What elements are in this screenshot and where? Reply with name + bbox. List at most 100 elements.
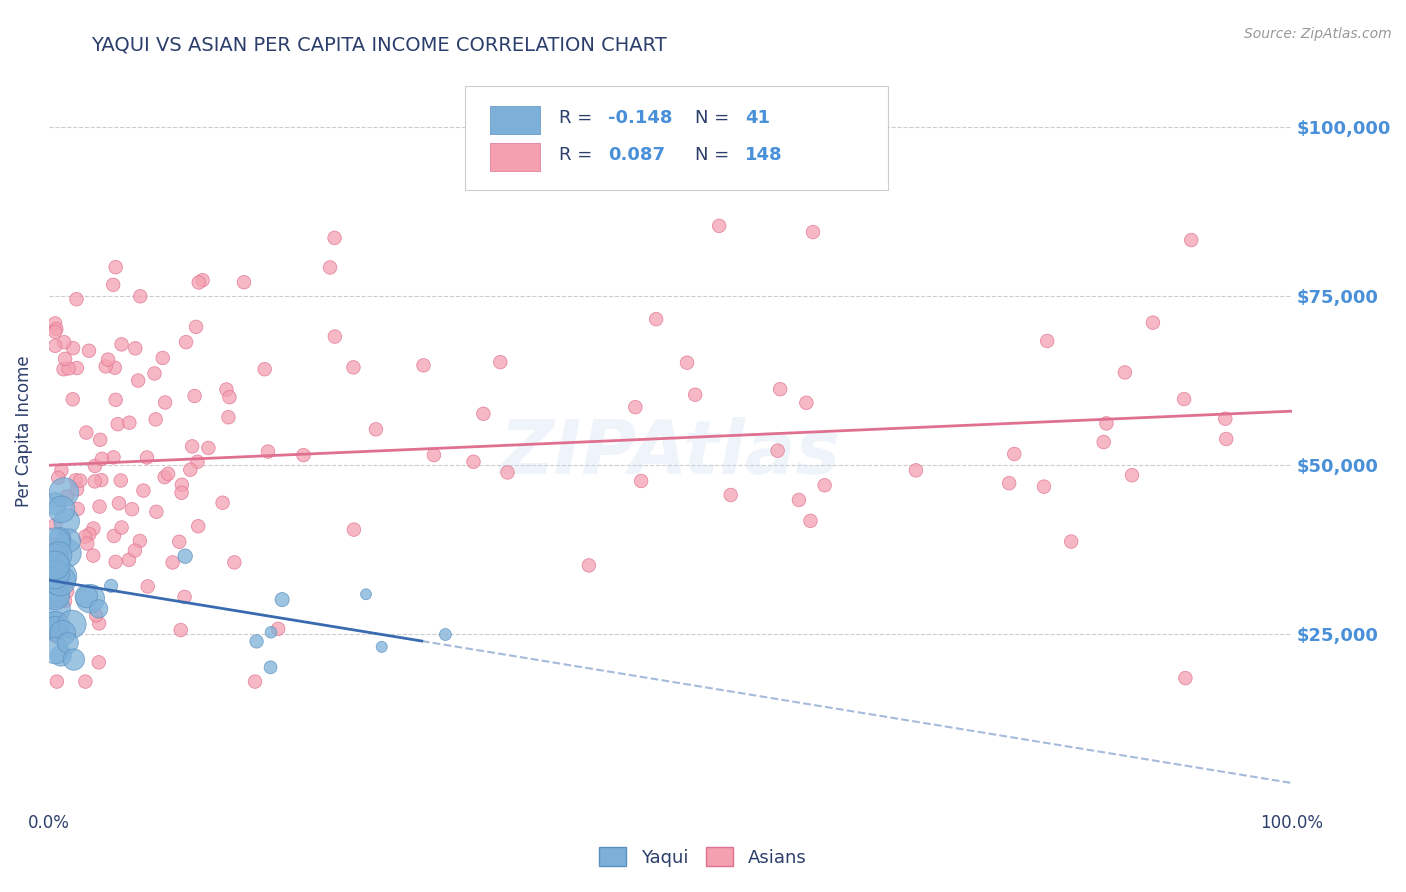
Point xyxy=(191,273,214,287)
Point xyxy=(45,537,67,551)
Point xyxy=(129,289,152,303)
Point xyxy=(1173,392,1195,406)
Point xyxy=(1114,366,1136,380)
Point xyxy=(707,219,730,233)
Point xyxy=(271,592,294,607)
Point xyxy=(364,422,387,436)
Point xyxy=(104,360,127,375)
Point xyxy=(53,594,76,608)
Point xyxy=(170,478,193,492)
FancyBboxPatch shape xyxy=(491,143,540,171)
Text: -0.148: -0.148 xyxy=(609,109,672,127)
Point xyxy=(66,502,89,516)
Point xyxy=(79,527,101,541)
Point xyxy=(79,591,101,606)
Point xyxy=(181,439,204,453)
Text: R =: R = xyxy=(558,145,598,164)
Point xyxy=(645,312,668,326)
Point xyxy=(44,621,66,635)
Point xyxy=(215,383,238,397)
Point xyxy=(103,529,125,543)
Point xyxy=(167,534,190,549)
Point xyxy=(45,674,67,689)
Point xyxy=(588,106,610,120)
Point xyxy=(720,488,742,502)
Point xyxy=(259,660,281,674)
Point xyxy=(124,342,146,356)
Point xyxy=(183,389,205,403)
Point xyxy=(101,277,124,292)
Point xyxy=(132,483,155,498)
Point xyxy=(187,519,209,533)
Point xyxy=(683,388,706,402)
Point xyxy=(44,619,66,633)
Point xyxy=(107,417,129,432)
Point xyxy=(257,444,280,458)
Point xyxy=(197,441,219,455)
Point xyxy=(624,400,647,414)
Point xyxy=(65,292,87,306)
Point xyxy=(143,367,166,381)
Point xyxy=(83,475,105,489)
Point xyxy=(87,602,110,616)
Point xyxy=(769,382,792,396)
Point xyxy=(45,601,67,615)
Point xyxy=(56,490,79,504)
Point xyxy=(170,485,193,500)
Point xyxy=(1180,233,1202,247)
Point xyxy=(104,260,127,275)
Point xyxy=(44,587,66,601)
Point xyxy=(75,674,97,689)
Point xyxy=(814,478,837,492)
Point xyxy=(108,496,131,510)
Point xyxy=(766,443,789,458)
Text: 0.087: 0.087 xyxy=(609,145,665,164)
Point xyxy=(243,674,266,689)
Text: N =: N = xyxy=(695,145,735,164)
Point xyxy=(100,579,122,593)
Legend: Yaqui, Asians: Yaqui, Asians xyxy=(592,840,814,874)
Point xyxy=(371,640,394,654)
Point xyxy=(63,652,86,666)
Point xyxy=(186,455,208,469)
Point xyxy=(217,410,239,425)
Point xyxy=(1095,417,1118,431)
Text: 41: 41 xyxy=(745,109,770,127)
Point xyxy=(53,335,76,350)
Point xyxy=(89,500,111,514)
Point xyxy=(104,392,127,407)
Point xyxy=(48,548,70,562)
Point xyxy=(44,550,66,565)
Point xyxy=(1060,534,1083,549)
Point xyxy=(44,567,66,582)
Point xyxy=(51,502,73,516)
Point xyxy=(423,448,446,462)
Point xyxy=(179,463,201,477)
Point xyxy=(323,231,346,245)
Point xyxy=(1092,435,1115,450)
Point xyxy=(44,575,66,590)
Point xyxy=(75,425,97,440)
FancyBboxPatch shape xyxy=(465,86,887,190)
Point xyxy=(496,466,519,480)
Point xyxy=(127,374,149,388)
Point xyxy=(1142,316,1164,330)
Point xyxy=(58,533,80,548)
Point xyxy=(44,517,66,532)
Point xyxy=(578,558,600,573)
Point xyxy=(44,317,66,331)
Text: Source: ZipAtlas.com: Source: ZipAtlas.com xyxy=(1244,27,1392,41)
FancyBboxPatch shape xyxy=(491,106,540,134)
Point xyxy=(224,555,246,569)
Point xyxy=(82,521,104,535)
Point xyxy=(87,616,110,631)
Point xyxy=(463,455,485,469)
Point xyxy=(489,355,512,369)
Text: N =: N = xyxy=(695,109,735,127)
Point xyxy=(110,520,132,534)
Point xyxy=(44,629,66,643)
Point xyxy=(187,276,209,290)
Point xyxy=(110,474,132,488)
Point xyxy=(44,643,66,657)
Point xyxy=(630,474,652,488)
